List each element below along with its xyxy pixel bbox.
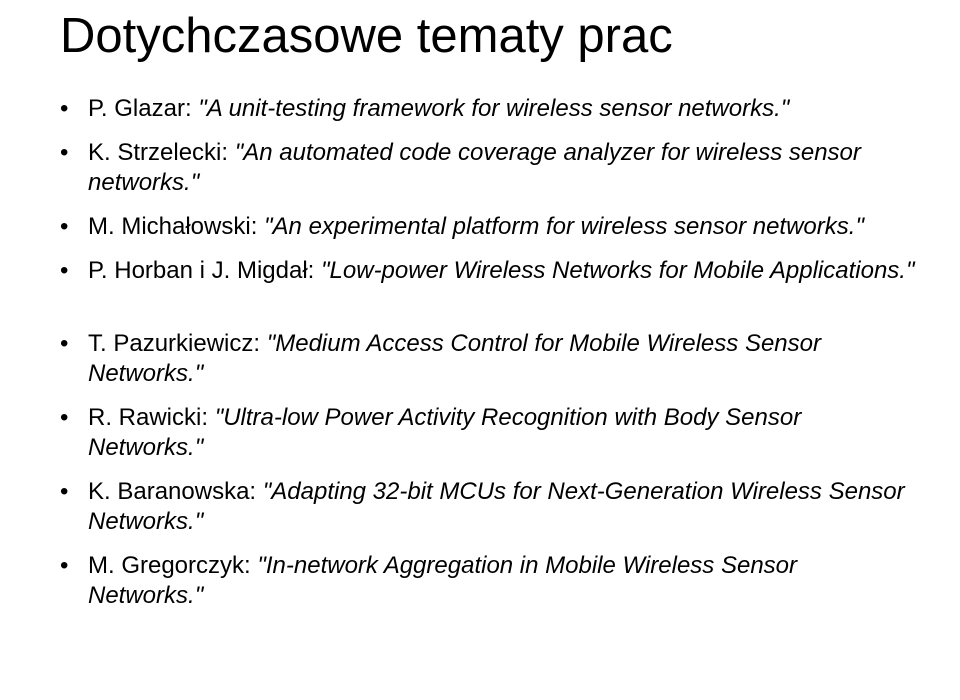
bullet-item: R. Rawicki: "Ultra-low Power Activity Re… [60, 403, 915, 463]
bullet-item: P. Horban i J. Migdał: "Low-power Wirele… [60, 256, 915, 286]
slide: Dotychczasowe tematy prac P. Glazar: "A … [0, 0, 960, 700]
bullet-item: T. Pazurkiewicz: "Medium Access Control … [60, 329, 915, 389]
author-prefix: K. Baranowska: [88, 478, 263, 505]
bullet-item: K. Baranowska: "Adapting 32-bit MCUs for… [60, 477, 915, 537]
bullet-item: K. Strzelecki: "An automated code covera… [60, 138, 915, 198]
author-prefix: R. Rawicki: [88, 404, 215, 431]
work-title: "An experimental platform for wireless s… [264, 213, 864, 240]
author-prefix: M. Gregorczyk: [88, 552, 257, 579]
work-title: "Low-power Wireless Networks for Mobile … [321, 257, 914, 284]
author-prefix: M. Michałowski: [88, 213, 264, 240]
author-prefix: K. Strzelecki: [88, 139, 235, 166]
author-prefix: P. Horban i J. Migdał: [88, 257, 321, 284]
author-prefix: T. Pazurkiewicz: [88, 330, 267, 357]
bullet-item: M. Michałowski: "An experimental platfor… [60, 212, 915, 242]
work-title: "A unit-testing framework for wireless s… [198, 95, 789, 122]
author-prefix: P. Glazar: [88, 95, 198, 122]
bullet-item: M. Gregorczyk: "In-network Aggregation i… [60, 551, 915, 611]
slide-title: Dotychczasowe tematy prac [60, 10, 915, 64]
bullet-list: P. Glazar: "A unit-testing framework for… [60, 94, 915, 611]
bullet-item: P. Glazar: "A unit-testing framework for… [60, 94, 915, 124]
